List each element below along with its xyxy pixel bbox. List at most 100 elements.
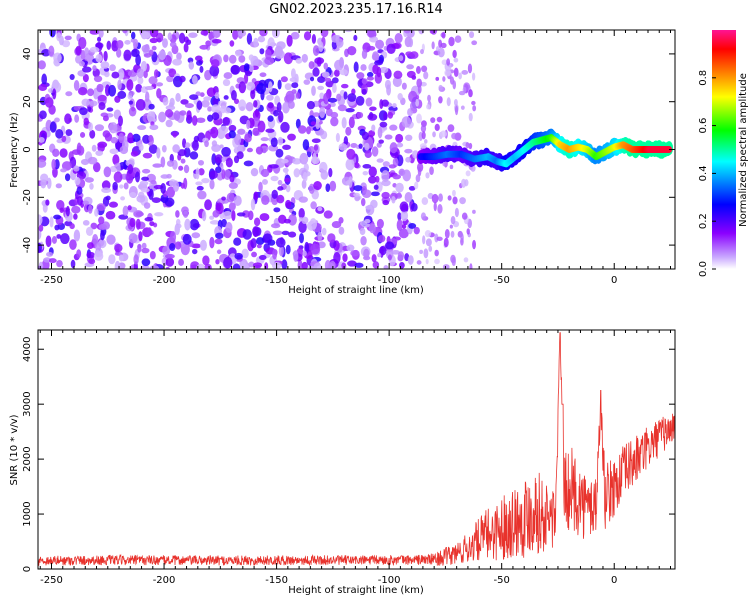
noise-blob (366, 76, 374, 81)
noise-blob (379, 121, 388, 128)
noise-blob (149, 124, 159, 131)
noise-blob (378, 139, 384, 144)
noise-blob (89, 100, 98, 107)
noise-blob (165, 257, 175, 267)
noise-blob (38, 261, 44, 269)
noise-blob (144, 217, 154, 222)
noise-blob (210, 126, 219, 139)
noise-blob (439, 130, 447, 138)
noise-blob (232, 263, 241, 269)
y-tick-label: 4000 (22, 337, 33, 362)
noise-blob (48, 104, 56, 115)
noise-blob (303, 31, 312, 41)
noise-blob (166, 173, 172, 179)
noise-blob (108, 254, 116, 265)
noise-blob (312, 112, 320, 117)
noise-blob (337, 104, 347, 112)
noise-blob (386, 84, 391, 96)
noise-blob (350, 249, 360, 257)
noise-blob (243, 73, 249, 84)
noise-blob (295, 58, 303, 64)
noise-blob (147, 227, 152, 236)
noise-blob (317, 85, 325, 91)
noise-blob (266, 94, 274, 101)
noise-blob (360, 236, 367, 246)
noise-blob (71, 205, 81, 214)
noise-blob (268, 81, 273, 93)
noise-blob (444, 61, 452, 72)
noise-blob (345, 126, 352, 136)
noise-blob (285, 90, 295, 103)
noise-blob (261, 148, 267, 154)
noise-blob (284, 83, 292, 91)
noise-blob (374, 175, 380, 183)
noise-blob (230, 89, 237, 101)
noise-blob (112, 154, 120, 166)
noise-blob (343, 91, 348, 100)
noise-blob (214, 238, 223, 245)
noise-blob (275, 148, 284, 158)
noise-blob (139, 180, 149, 186)
noise-blob (454, 35, 462, 43)
noise-blob (285, 199, 292, 209)
noise-blob (419, 249, 424, 255)
noise-blob (45, 199, 50, 206)
noise-blob (53, 52, 62, 64)
noise-blob (156, 147, 161, 159)
noise-blob (281, 158, 289, 164)
noise-blob (452, 196, 458, 205)
noise-blob (196, 60, 203, 66)
noise-blob (366, 45, 376, 51)
noise-blob (234, 133, 242, 146)
noise-blob (223, 95, 229, 100)
noise-blob (288, 214, 297, 226)
noise-blob (286, 34, 293, 47)
noise-blob (186, 39, 192, 45)
noise-blob (54, 117, 60, 123)
noise-blob (87, 204, 93, 214)
noise-blob (114, 243, 123, 253)
noise-blob (245, 102, 254, 112)
noise-blob (73, 165, 80, 172)
noise-blob (122, 139, 129, 151)
snr-panel: -250 -200 -150 -100 -50 0 0 1000 2000 3000 4000 He… (9, 329, 676, 596)
noise-blob (256, 237, 265, 246)
noise-blob (267, 102, 274, 109)
noise-blob (389, 124, 398, 131)
noise-blob (393, 70, 403, 80)
noise-blob (123, 49, 132, 61)
noise-blob (424, 230, 432, 238)
y-tick-label: 0 (22, 566, 33, 572)
noise-blob (452, 80, 457, 90)
noise-blob (215, 166, 222, 174)
noise-blob (169, 231, 177, 243)
noise-blob (74, 114, 80, 123)
noise-blob (449, 164, 454, 170)
noise-blob (280, 121, 290, 133)
noise-blob (136, 68, 144, 79)
noise-blob (329, 180, 337, 192)
noise-blob (289, 77, 298, 83)
noise-blob (53, 214, 62, 220)
noise-blob (405, 156, 412, 163)
noise-blob (163, 55, 172, 67)
noise-blob (172, 58, 182, 66)
noise-blob (198, 168, 205, 176)
noise-blob (54, 224, 60, 231)
noise-blob (285, 184, 291, 193)
noise-blob (421, 65, 428, 73)
x-tick-label: -200 (153, 275, 176, 286)
noise-blob (118, 132, 125, 144)
noise-blob (172, 144, 180, 153)
noise-blob (222, 210, 233, 220)
noise-blob (471, 40, 478, 46)
noise-blob (392, 174, 402, 180)
noise-blob (400, 210, 409, 222)
noise-blob (251, 251, 257, 258)
noise-blob (246, 32, 253, 45)
noise-blob (95, 150, 104, 157)
noise-blob (223, 169, 231, 181)
noise-blob (243, 160, 254, 167)
noise-blob (229, 40, 235, 47)
colorbar-label: Normalized spectral amplitude (738, 73, 749, 227)
